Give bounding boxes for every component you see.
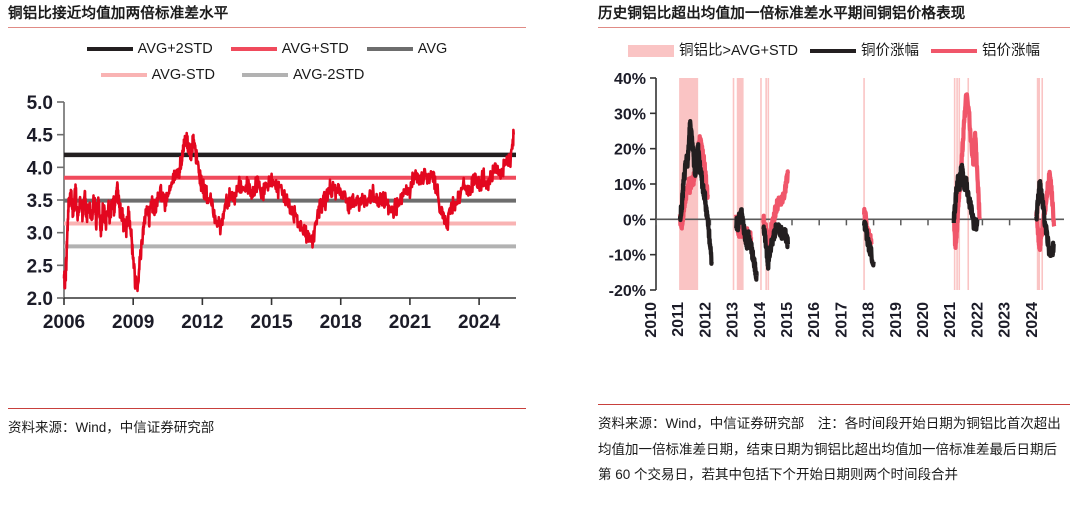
legend-item-avg-std-minus: AVG-STD <box>100 62 215 88</box>
svg-text:2009: 2009 <box>112 312 154 333</box>
right-chart-legend: 铜铝比>AVG+STD 铜价涨幅 铝价涨幅 <box>598 28 1070 68</box>
legend-swatch-icon <box>628 45 674 57</box>
right-title-divider <box>598 27 1070 28</box>
legend-item-avg: AVG <box>366 36 448 62</box>
svg-text:2024: 2024 <box>1024 302 1041 338</box>
svg-text:2018: 2018 <box>861 302 878 338</box>
svg-text:4.0: 4.0 <box>27 158 53 179</box>
svg-text:2.5: 2.5 <box>27 256 54 277</box>
svg-text:2017: 2017 <box>833 302 850 338</box>
svg-text:2024: 2024 <box>458 312 501 333</box>
svg-text:2022: 2022 <box>969 302 986 338</box>
svg-text:2010: 2010 <box>643 302 660 338</box>
svg-text:2018: 2018 <box>320 312 362 333</box>
legend-label: 铜铝比>AVG+STD <box>679 43 798 59</box>
svg-text:2023: 2023 <box>997 302 1014 338</box>
left-panel: 铜铝比接近均值加两倍标准差水平 AVG+2STD AVG+STD AVG AVG… <box>8 6 526 441</box>
right-panel-title: 历史铜铝比超出均值加一倍标准差水平期间铜铝价格表现 <box>598 6 966 22</box>
performance-chart-svg: -20% -10% 0% 10% 20% 30% 40% 2010 2011 2012 2013 20… <box>609 71 1064 338</box>
legend-line-icon <box>809 49 856 53</box>
legend-item-ratio-band: 铜铝比>AVG+STD <box>628 38 798 64</box>
svg-text:2012: 2012 <box>181 312 223 333</box>
svg-text:2020: 2020 <box>915 302 932 338</box>
legend-label: AVG-STD <box>151 67 215 83</box>
legend-item-avg-2std-minus: AVG-2STD <box>241 62 365 88</box>
svg-text:3.0: 3.0 <box>27 224 53 245</box>
legend-label: AVG-2STD <box>292 67 365 83</box>
svg-text:30%: 30% <box>614 106 646 123</box>
svg-text:2015: 2015 <box>250 312 293 333</box>
svg-text:2021: 2021 <box>389 312 432 333</box>
legend-item-copper-return: 铜价涨幅 <box>809 38 919 64</box>
legend-label: AVG <box>417 41 448 57</box>
svg-text:2006: 2006 <box>43 312 85 333</box>
svg-text:2011: 2011 <box>670 302 687 337</box>
svg-text:2.0: 2.0 <box>27 289 53 310</box>
legend-item-aluminum-return: 铝价涨幅 <box>930 38 1040 64</box>
legend-line-icon <box>230 47 277 51</box>
legend-item-avg-2std-plus: AVG+2STD <box>86 36 213 62</box>
legend-line-icon <box>86 47 133 51</box>
svg-text:2019: 2019 <box>888 302 905 338</box>
svg-text:2012: 2012 <box>697 302 714 338</box>
svg-text:10%: 10% <box>614 177 646 194</box>
copper-aluminum-performance-chart: -20% -10% 0% 10% 20% 30% 40% 2010 2011 2012 2013 20… <box>598 68 1070 368</box>
svg-text:40%: 40% <box>614 71 646 88</box>
svg-text:-10%: -10% <box>609 248 646 265</box>
legend-label: 铜价涨幅 <box>860 43 919 59</box>
right-footer: 资料来源：Wind，中信证券研究部 注：各时间段开始日期为铜铝比首次超出均值加一… <box>598 404 1070 488</box>
svg-text:5.0: 5.0 <box>27 93 53 114</box>
left-footer-divider <box>8 408 526 409</box>
legend-line-icon <box>366 47 413 51</box>
svg-text:0%: 0% <box>623 212 646 229</box>
svg-text:2015: 2015 <box>779 302 796 338</box>
svg-text:4.5: 4.5 <box>27 126 54 147</box>
legend-line-icon <box>100 73 147 77</box>
copper-aluminum-ratio-chart: 2.0 2.5 3.0 3.5 4.0 4.5 5.0 2006 2009 2012 2015 201… <box>8 90 526 350</box>
svg-text:2014: 2014 <box>752 302 769 338</box>
legend-label: AVG+STD <box>281 41 349 57</box>
left-footer: 资料来源：Wind，中信证券研究部 <box>8 408 526 441</box>
svg-text:-20%: -20% <box>609 283 646 300</box>
left-title-divider <box>8 27 526 28</box>
svg-text:20%: 20% <box>614 142 646 159</box>
legend-label: AVG+2STD <box>137 41 213 57</box>
legend-line-icon <box>241 73 288 77</box>
right-footer-divider <box>598 404 1070 405</box>
svg-text:2013: 2013 <box>725 302 742 338</box>
left-panel-title: 铜铝比接近均值加两倍标准差水平 <box>8 6 229 22</box>
legend-label: 铝价涨幅 <box>981 43 1040 59</box>
right-panel: 历史铜铝比超出均值加一倍标准差水平期间铜铝价格表现 铜铝比>AVG+STD 铜价… <box>540 0 1080 527</box>
svg-text:2021: 2021 <box>942 302 959 338</box>
left-source-text: 资料来源：Wind，中信证券研究部 <box>8 420 215 435</box>
legend-item-avg-std-plus: AVG+STD <box>230 36 349 62</box>
legend-line-icon <box>930 49 977 53</box>
right-source-text: 资料来源：Wind，中信证券研究部 注：各时间段开始日期为铜铝比首次超出均值加一… <box>598 416 1061 482</box>
svg-text:2016: 2016 <box>806 302 823 338</box>
left-chart-legend: AVG+2STD AVG+STD AVG AVG-STD AVG-2STD <box>8 28 526 90</box>
ratio-chart-svg: 2.0 2.5 3.0 3.5 4.0 4.5 5.0 2006 2009 2012 2015 201… <box>27 93 516 333</box>
svg-text:3.5: 3.5 <box>27 191 54 212</box>
